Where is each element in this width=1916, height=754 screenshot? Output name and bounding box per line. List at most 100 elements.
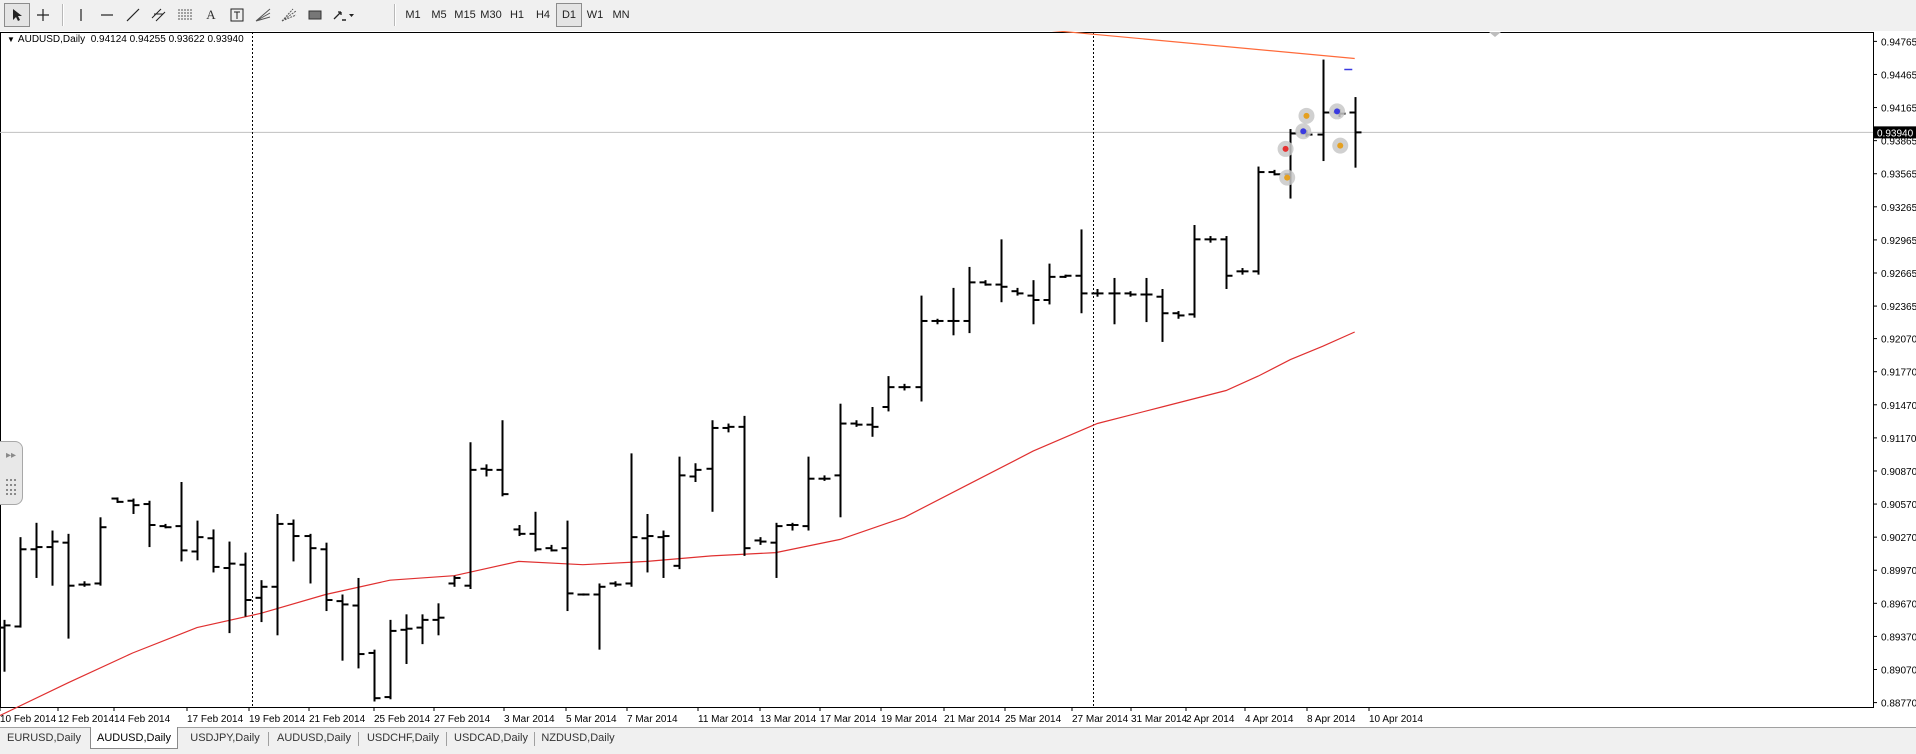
x-tick-label: 3 Mar 2014 <box>504 714 555 725</box>
y-tick-label: 0.88770 <box>1881 699 1916 710</box>
arrows-menu-icon[interactable] <box>328 3 360 27</box>
trade-marker-dot <box>1282 145 1289 152</box>
tab-separator <box>446 732 447 746</box>
y-tick-label: 0.90270 <box>1881 533 1916 544</box>
x-tick-label: 17 Feb 2014 <box>187 714 244 725</box>
chart-tab[interactable]: NZDUSD,Daily <box>541 732 615 744</box>
plot-frame <box>0 32 1874 708</box>
drawing-tools: A <box>68 3 360 27</box>
chart-tab[interactable]: EURUSD,Daily <box>7 732 81 744</box>
y-tick-label: 0.89070 <box>1881 666 1916 677</box>
fibonacci-fan-icon[interactable] <box>276 3 302 27</box>
collapse-triangle-icon[interactable]: ▼ <box>7 35 15 44</box>
timeframe-mn-button[interactable]: MN <box>612 9 630 21</box>
grip-dots-icon <box>6 478 16 495</box>
moving-average-line <box>0 331 1355 717</box>
price-chart[interactable]: 0.94765 0.94465 0.94165 0.93865 0.93565 0.932… <box>0 31 1916 727</box>
y-tick-label: 0.90570 <box>1881 500 1916 511</box>
chart-tab[interactable]: USDCAD,Daily <box>454 732 528 744</box>
toolbar-separator <box>62 4 64 26</box>
cursor-tools <box>4 3 56 27</box>
x-tick-label: 7 Mar 2014 <box>627 714 678 725</box>
y-tick-label: 0.92665 <box>1881 269 1916 280</box>
x-tick-label: 25 Mar 2014 <box>1005 714 1062 725</box>
trade-marker-dot <box>1300 128 1307 135</box>
y-tick-label: 0.94765 <box>1881 37 1916 48</box>
timeframe-m15-button[interactable]: M15 <box>454 9 476 21</box>
x-tick-label: 27 Feb 2014 <box>434 714 491 725</box>
y-tick-label: 0.92965 <box>1881 236 1916 247</box>
x-tick-label: 5 Mar 2014 <box>566 714 617 725</box>
symbol-name: AUDUSD,Daily <box>17 34 86 45</box>
timeframe-m30-button[interactable]: M30 <box>480 9 502 21</box>
x-tick-label: 4 Apr 2014 <box>1245 714 1294 725</box>
equidistant-channel-icon[interactable] <box>146 3 172 27</box>
y-tick-label: 0.89970 <box>1881 566 1916 577</box>
x-tick-label: 10 Feb 2014 <box>0 714 57 725</box>
x-tick-label: 19 Feb 2014 <box>249 714 306 725</box>
toolbar-separator <box>394 4 396 26</box>
y-tick-label: 0.90870 <box>1881 467 1916 478</box>
timeframe-m5-button[interactable]: M5 <box>431 9 447 21</box>
x-tick-label: 10 Apr 2014 <box>1369 714 1423 725</box>
text-label-icon[interactable] <box>224 3 250 27</box>
y-tick-label: 0.93565 <box>1881 170 1916 181</box>
y-tick-label: 0.93265 <box>1881 203 1916 214</box>
x-tick-label: 21 Mar 2014 <box>944 714 1001 725</box>
trade-marker-dot <box>1284 174 1291 181</box>
side-panel-handle[interactable]: ▸▸ <box>0 441 23 505</box>
x-tick-label: 12 Feb 2014 <box>58 714 115 725</box>
x-tick-label: 14 Feb 2014 <box>114 714 171 725</box>
timeframe-buttons: M1 M5 M15 M30 H1 H4 D1 W1 MN <box>400 3 634 27</box>
tab-separator <box>534 732 535 746</box>
y-tick-label: 0.91470 <box>1881 401 1916 412</box>
x-tick-label: 25 Feb 2014 <box>374 714 431 725</box>
vertical-line-icon[interactable] <box>68 3 94 27</box>
timeframe-m1-button[interactable]: M1 <box>405 9 421 21</box>
chart-shift-triangle-icon <box>1489 32 1501 37</box>
y-tick-label: 0.89370 <box>1881 632 1916 643</box>
chart-tab[interactable]: USDJPY,Daily <box>190 732 260 744</box>
fibonacci-retracement-icon[interactable] <box>172 3 198 27</box>
trendline-icon[interactable] <box>120 3 146 27</box>
chart-toolbar: A M1 M5 M15 M30 H1 H4 D1 W1 MN <box>0 0 1916 32</box>
tab-separator <box>358 732 359 746</box>
timeframe-d1-button[interactable]: D1 <box>556 3 582 27</box>
x-tick-label: 19 Mar 2014 <box>881 714 938 725</box>
horizontal-line-icon[interactable] <box>94 3 120 27</box>
gann-fan-icon[interactable] <box>250 3 276 27</box>
chart-tab[interactable]: AUDUSD,Daily <box>277 732 351 744</box>
x-tick-label: 8 Apr 2014 <box>1307 714 1356 725</box>
y-tick-label: 0.93865 <box>1881 137 1916 148</box>
chart-tab[interactable]: USDCHF,Daily <box>366 732 440 744</box>
chart-tabs-bar: EURUSD,Daily AUDUSD,Daily USDJPY,Daily AUDU… <box>0 727 1916 754</box>
x-tick-label: 31 Mar 2014 <box>1131 714 1188 725</box>
trade-marker-dot <box>1334 108 1341 115</box>
y-tick-label: 0.94465 <box>1881 70 1916 81</box>
ohlc-values: 0.94124 0.94255 0.93622 0.93940 <box>90 34 244 45</box>
trade-marker-dot <box>1337 142 1344 149</box>
symbol-info: ▼ AUDUSD,Daily 0.94124 0.94255 0.93622 0.… <box>7 34 244 45</box>
timeframe-h4-button[interactable]: H4 <box>535 9 551 21</box>
timeframe-w1-button[interactable]: W1 <box>586 9 604 21</box>
crosshair-icon[interactable] <box>30 3 56 27</box>
current-price-label: 0.93940 <box>1877 128 1914 139</box>
text-icon[interactable]: A <box>206 7 216 22</box>
trendline <box>1051 31 1355 60</box>
x-tick-label: 27 Mar 2014 <box>1072 714 1129 725</box>
x-tick-label: 17 Mar 2014 <box>820 714 877 725</box>
x-tick-label: 13 Mar 2014 <box>760 714 817 725</box>
y-tick-label: 0.89670 <box>1881 599 1916 610</box>
timeframe-h1-button[interactable]: H1 <box>509 9 525 21</box>
chart-tab[interactable]: AUDUSD,Daily <box>90 727 178 749</box>
y-tick-label: 0.91770 <box>1881 368 1916 379</box>
x-tick-label: 11 Mar 2014 <box>698 714 754 725</box>
y-tick-label: 0.92070 <box>1881 335 1916 346</box>
double-chevron-right-icon: ▸▸ <box>5 450 17 462</box>
tab-separator <box>268 732 269 746</box>
x-tick-label: 21 Feb 2014 <box>309 714 366 725</box>
chart-window[interactable]: 0.94765 0.94465 0.94165 0.93865 0.93565 0.932… <box>0 31 1916 727</box>
current-price-badge <box>1874 126 1916 139</box>
cursor-icon[interactable] <box>4 3 30 27</box>
rectangle-icon[interactable] <box>302 3 328 27</box>
